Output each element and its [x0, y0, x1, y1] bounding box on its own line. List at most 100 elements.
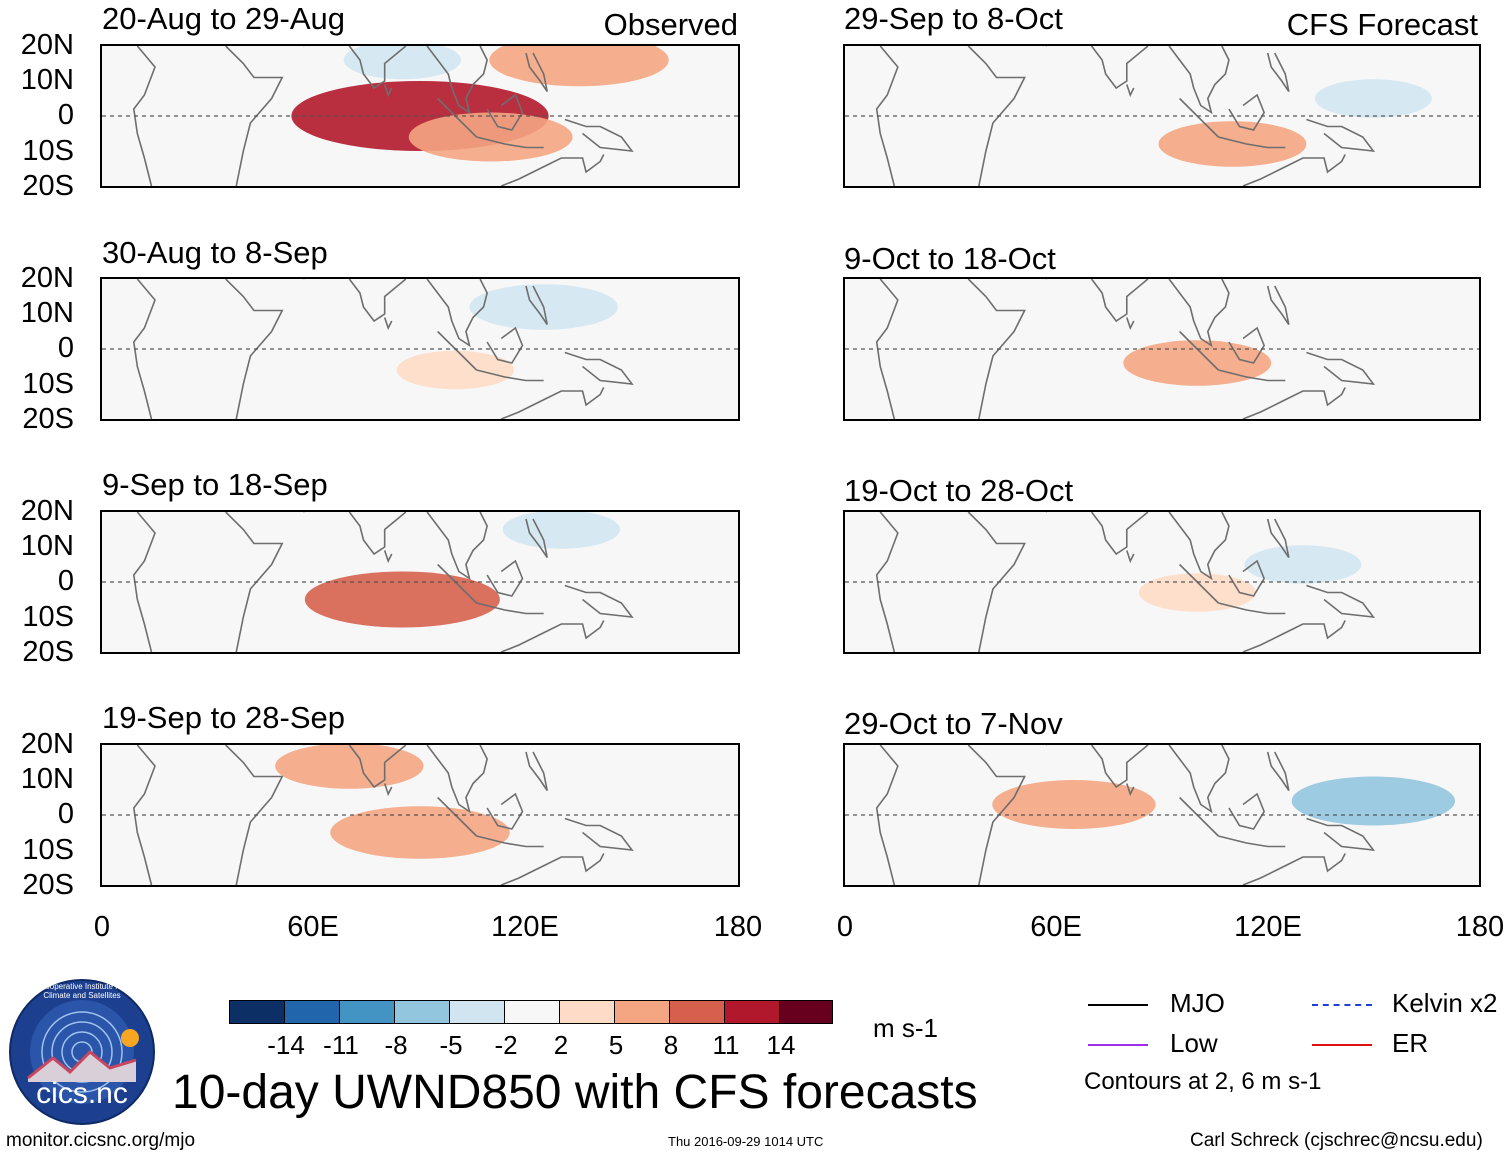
panel-title-fc4: 29-Oct to 7-Nov — [844, 706, 1063, 741]
coastline — [525, 285, 548, 325]
colorbar-tick: -5 — [439, 1030, 463, 1060]
coastline — [1168, 279, 1230, 348]
coastline — [1126, 317, 1135, 331]
anomaly-blob — [330, 806, 510, 859]
legend-label-er: ER — [1392, 1028, 1429, 1058]
coastline — [225, 46, 284, 186]
lat-label: 10S — [22, 834, 74, 866]
footer-author: Carl Schreck (cjschrec@ncsu.edu) — [1190, 1130, 1483, 1151]
coastline — [564, 351, 634, 385]
lat-label: 10N — [20, 64, 74, 96]
coastline — [1179, 330, 1219, 371]
anomaly-blob — [1158, 121, 1307, 167]
coastline — [967, 279, 1026, 419]
coastline — [500, 853, 605, 885]
lat-label: 10N — [20, 297, 74, 329]
anomaly-blob — [1244, 545, 1362, 584]
footer-timestamp: Thu 2016-09-29 1014 UTC — [668, 1134, 824, 1149]
colorbar-tick: 5 — [608, 1030, 624, 1060]
map-panel-fc3 — [843, 510, 1481, 654]
coastline — [383, 783, 393, 797]
map-svg-fc3 — [845, 512, 1479, 652]
map-panel-obs4 — [100, 743, 740, 887]
panel-title-obs1: 20-Aug to 29-Aug — [102, 1, 346, 36]
coastline — [564, 817, 634, 851]
colorbar-swatch — [449, 1000, 505, 1024]
coastline — [1228, 326, 1266, 364]
lat-label: 0 — [57, 332, 74, 364]
coastline — [875, 279, 899, 419]
lat-label: 10S — [22, 368, 74, 400]
map-svg-fc4 — [845, 745, 1479, 885]
panel-title-obs3: 9-Sep to 18-Sep — [102, 467, 328, 502]
coastline — [1306, 118, 1376, 152]
legend-label-low: Low — [1170, 1028, 1218, 1058]
coastline — [967, 745, 1026, 885]
coastline — [564, 584, 634, 618]
anomaly-blob — [408, 112, 573, 162]
panel-title-fc1: 29-Sep to 8-Oct — [844, 1, 1063, 36]
coastline — [1126, 84, 1135, 98]
colorbar-tick: 2 — [553, 1030, 569, 1060]
coastline — [1126, 783, 1135, 797]
colorbar-ticks: -14 -11 -8 -5 -2 2 5 8 11 14 — [229, 1031, 833, 1061]
legend-label-kelvin: Kelvin x2 — [1392, 988, 1498, 1018]
coastline — [1218, 602, 1286, 615]
coastline — [1228, 559, 1266, 597]
anomaly-blob — [1291, 776, 1456, 826]
anomaly-blob — [502, 512, 620, 549]
lat-label: 10N — [20, 530, 74, 562]
anomaly-blob — [1138, 573, 1256, 612]
coastline — [1179, 97, 1219, 138]
lat-label: 0 — [57, 565, 74, 597]
coastline — [1126, 550, 1135, 564]
coastline — [437, 563, 478, 604]
lon-label: 0 — [836, 911, 854, 943]
anomaly-blob — [489, 46, 669, 87]
coastline — [1306, 584, 1376, 618]
cfs-forecast-label: CFS Forecast — [1286, 7, 1478, 42]
map-panel-fc1 — [843, 44, 1481, 188]
coastline — [476, 136, 544, 149]
coastline — [383, 317, 393, 331]
coastline — [348, 745, 407, 789]
coastline — [1218, 136, 1286, 149]
coastline — [132, 279, 156, 419]
map-panel-fc2 — [843, 277, 1481, 421]
coastline — [1218, 369, 1286, 382]
coastline — [1090, 512, 1149, 556]
colorbar-tick: -2 — [494, 1030, 518, 1060]
coastline — [1228, 792, 1266, 830]
coastline — [967, 512, 1026, 652]
coastline — [1242, 853, 1346, 885]
coastline — [426, 279, 488, 348]
footer-url[interactable]: monitor.cicsnc.org/mjo — [6, 1130, 196, 1151]
coastline — [437, 330, 478, 371]
coastline — [1242, 620, 1346, 652]
coastline — [348, 279, 407, 323]
coastline — [1218, 835, 1286, 848]
lat-label: 20N — [20, 262, 74, 294]
coastline — [426, 745, 488, 814]
coastline — [967, 46, 1026, 186]
coastline — [426, 512, 488, 581]
lon-label: 120E — [1234, 911, 1302, 943]
coastline — [348, 512, 407, 556]
map-svg-obs3 — [102, 512, 738, 652]
legend-note: Contours at 2, 6 m s-1 — [1084, 1068, 1322, 1095]
legend-line-kelvin — [1312, 1004, 1372, 1006]
coastline — [1179, 563, 1219, 604]
coastline — [525, 518, 548, 558]
colorbar-swatch — [284, 1000, 340, 1024]
colorbar-tick: -14 — [267, 1030, 305, 1060]
legend-label-mjo: MJO — [1170, 988, 1225, 1018]
lon-label: 60E — [1030, 911, 1082, 943]
coastline — [486, 326, 524, 364]
colorbar-tick: 11 — [712, 1030, 740, 1060]
panel-title-obs4: 19-Sep to 28-Sep — [102, 700, 346, 735]
coastline — [525, 52, 548, 92]
observed-label: Observed — [603, 7, 738, 42]
lat-label: 20N — [20, 728, 74, 760]
coastline — [476, 835, 544, 848]
lon-label: 0 — [93, 911, 111, 943]
